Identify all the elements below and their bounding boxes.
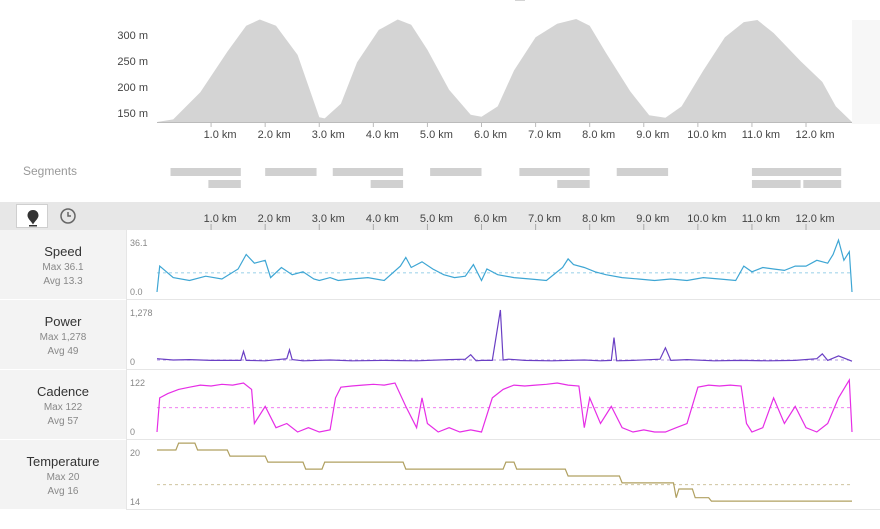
time-mode-button[interactable] [52,204,84,228]
metric-row-cadence: Cadence Max 122 Avg 57 122 0 [0,370,880,440]
segment-bar[interactable] [208,180,241,188]
metric-axis-max: 36.1 [130,238,148,248]
segment-bar[interactable] [519,168,590,176]
metric-max: Max 20 [46,472,80,483]
axis-tick-label: 7.0 km [528,213,561,225]
elevation-x-tick: 8.0 km [582,129,615,141]
metric-axis-max: 122 [130,378,145,388]
segment-bar[interactable] [170,168,241,176]
metric-axis-min: 0 [130,427,135,437]
metric-series-line [156,378,853,433]
metric-row-speed: Speed Max 36.1 Avg 13.3 36.1 0.0 [0,230,880,300]
elevation-x-tick: 2.0 km [258,129,291,141]
metric-label-panel [0,440,126,510]
segment-bar[interactable] [430,168,482,176]
elevation-y-tick: 200 m [117,82,148,94]
metric-row-temperature: Temperature Max 20 Avg 16 20 14 [0,440,880,510]
segment-bar[interactable] [557,180,590,188]
distance-mode-button[interactable] [16,204,48,228]
metric-name: Power [44,314,82,329]
elevation-x-tick: 7.0 km [528,129,561,141]
metric-axis-min: 0 [130,357,135,367]
axis-tick-label: 11.0 km [742,213,780,225]
map-pin-icon [27,210,39,227]
elevation-chart: 300 m 250 m 200 m 150 m 1.0 km 2.0 km 3.0 km 4… [0,0,880,141]
segment-bar[interactable] [751,168,842,176]
metric-axis-max: 20 [130,448,140,458]
timeline-toolbar: 1.0 km 2.0 km 3.0 km 4.0 km 5.0 km 6.0 km 7.0 … [0,202,880,230]
axis-tick-label: 6.0 km [474,213,507,225]
distance-axis: 1.0 km 2.0 km 3.0 km 4.0 km 5.0 km 6.0 km 7.0 … [204,213,835,230]
metric-name: Temperature [26,454,100,469]
metric-axis-max: 1,278 [130,308,153,318]
axis-tick-label: 2.0 km [258,213,291,225]
metric-row-power: Power Max 1,278 Avg 49 1,278 0 [0,300,880,370]
elevation-x-tick: 4.0 km [366,129,399,141]
elevation-x-tick: 3.0 km [312,129,345,141]
axis-tick-label: 8.0 km [582,213,615,225]
axis-tick-label: 1.0 km [204,213,237,225]
metric-max: Max 1,278 [39,332,87,343]
elevation-x-tick: 10.0 km [687,129,726,141]
right-edge-panel [852,20,880,124]
elevation-x-tick: 11.0 km [742,129,780,141]
segment-bar[interactable] [332,168,404,176]
axis-tick-label: 4.0 km [366,213,399,225]
segment-bar[interactable] [370,180,404,188]
metric-max: Max 122 [43,402,83,413]
segments-label: Segments [23,164,78,178]
metric-axis-min: 14 [130,497,140,507]
axis-tick-label: 9.0 km [636,213,669,225]
metric-avg: Avg 16 [47,486,79,497]
metric-avg: Avg 49 [47,346,79,357]
segment-bar[interactable] [803,180,842,188]
metric-chart-power: 1,278 0 [126,300,880,370]
elevation-x-tick: 6.0 km [474,129,507,141]
metric-name: Cadence [36,384,90,399]
segment-bar[interactable] [751,180,801,188]
elevation-x-tick: 9.0 km [636,129,669,141]
metric-name: Speed [44,244,82,259]
elevation-area [157,19,852,122]
segment-bar[interactable] [265,168,317,176]
metric-axis-min: 0.0 [130,287,143,297]
metric-series-line [156,309,853,362]
metric-chart-cadence: 122 0 [126,370,880,440]
axis-tick-label: 3.0 km [312,213,345,225]
axis-tick-label: 12.0 km [795,213,834,225]
elevation-y-tick: 250 m [117,56,148,68]
axis-tick-label: 10.0 km [687,213,726,225]
clock-icon [60,208,76,224]
metric-avg: Avg 57 [47,416,79,427]
elevation-y-tick: 150 m [117,108,148,120]
metric-label-panel [0,370,126,440]
axis-tick-label: 5.0 km [420,213,453,225]
metric-avg: Avg 13.3 [43,276,83,287]
metric-series-line [156,238,853,293]
metric-label-panel [0,300,126,370]
metric-chart-speed: 36.1 0.0 [126,230,880,300]
elevation-x-tick: 1.0 km [204,129,237,141]
segments-track [170,168,842,188]
elevation-x-tick: 5.0 km [420,129,453,141]
segment-bar[interactable] [616,168,669,176]
metric-max: Max 36.1 [42,262,84,273]
elevation-x-tick: 12.0 km [795,129,834,141]
metric-series-line [157,442,852,502]
metric-label-panel [0,230,126,300]
elevation-y-tick: 300 m [117,30,148,42]
